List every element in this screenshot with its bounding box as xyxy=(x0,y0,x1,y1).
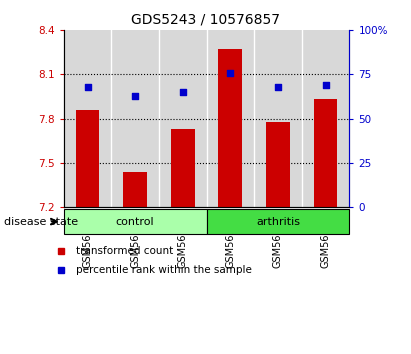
Bar xyxy=(218,49,242,207)
Bar xyxy=(171,129,195,207)
Bar xyxy=(76,110,99,207)
Point xyxy=(132,93,139,98)
Point xyxy=(322,82,329,88)
Bar xyxy=(314,99,337,207)
Bar xyxy=(123,172,147,207)
Bar xyxy=(266,121,290,207)
Bar xyxy=(64,209,206,234)
Text: transformed count: transformed count xyxy=(76,246,173,256)
Text: GDS5243 / 10576857: GDS5243 / 10576857 xyxy=(131,12,280,27)
Text: control: control xyxy=(116,217,155,227)
Text: percentile rank within the sample: percentile rank within the sample xyxy=(76,265,252,275)
Point xyxy=(275,84,281,90)
Point xyxy=(227,70,233,75)
Text: disease state: disease state xyxy=(4,217,78,227)
Point xyxy=(180,89,186,95)
Bar xyxy=(206,209,349,234)
Point xyxy=(84,84,91,90)
Text: arthritis: arthritis xyxy=(256,217,300,227)
